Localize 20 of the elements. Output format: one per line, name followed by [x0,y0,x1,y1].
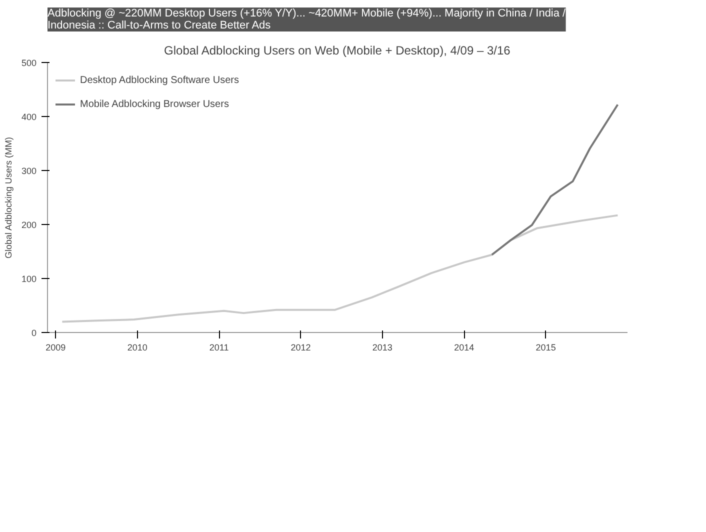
line-series [61,214,619,323]
y-axis-title: Global Adblocking Users (MM) [3,136,14,259]
x-tick-label: 2009 [46,342,66,352]
x-tick-label: 2014 [454,342,474,352]
y-tick-label: 100 [21,274,37,284]
x-tick-label: 2015 [536,342,556,352]
x-tick-label: 2013 [372,342,392,352]
x-tick-label: 2011 [209,342,229,352]
legend-label: Mobile Adblocking Browser Users [80,98,229,110]
chart-subtitle: Adblocking @ ~220MM Desktop Users (+16% Y/Y)... ~420MM+ Mobile (+94%)... Majority in China / India / Indonesia :: Call-to-Arms to Create Better Ads [48,8,567,32]
y-tick-label: 300 [21,166,37,176]
x-tick-label: 2010 [127,342,148,352]
chart-title: Global Adblocking Users on Web (Mobile + Desktop), 4/09 – 3/16 [164,44,511,58]
y-tick-label: 200 [21,220,37,230]
y-tick-label: 0 [31,328,37,338]
x-tick-label: 2012 [290,342,311,352]
y-tick-label: 400 [21,112,37,122]
line-series [490,104,619,256]
legend-label: Desktop Adblocking Software Users [80,74,239,86]
y-tick-label: 500 [21,58,37,68]
